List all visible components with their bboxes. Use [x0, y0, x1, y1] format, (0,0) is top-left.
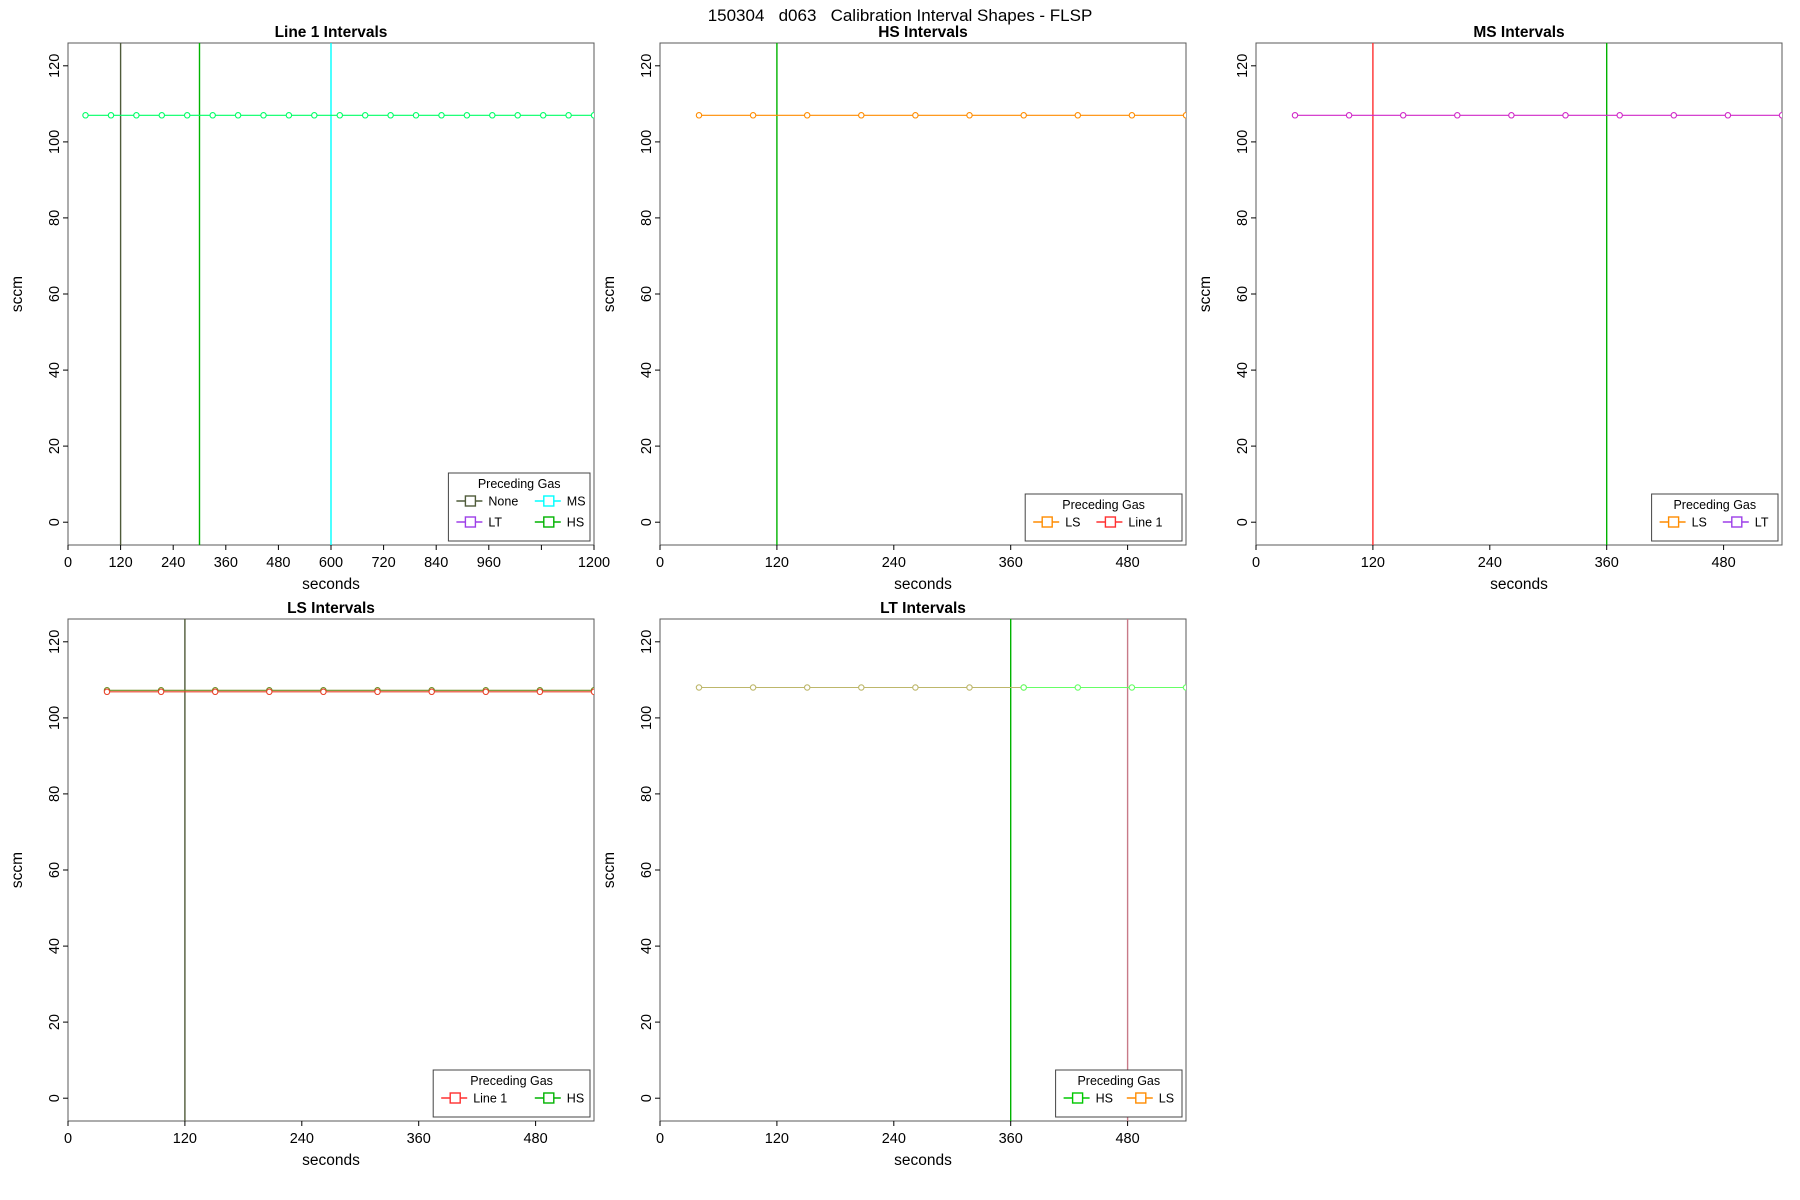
svg-text:100: 100 [1235, 130, 1251, 154]
svg-text:360: 360 [407, 1131, 431, 1147]
svg-text:100: 100 [639, 706, 655, 730]
svg-text:MS: MS [567, 495, 586, 509]
svg-text:MS Intervals: MS Intervals [1473, 24, 1564, 41]
svg-text:120: 120 [765, 555, 789, 571]
svg-text:120: 120 [173, 1131, 197, 1147]
svg-text:480: 480 [523, 1131, 547, 1147]
svg-text:60: 60 [47, 286, 63, 302]
svg-text:0: 0 [64, 555, 72, 571]
svg-text:HS: HS [567, 516, 584, 530]
svg-text:Line 1: Line 1 [1128, 516, 1162, 530]
svg-text:120: 120 [765, 1131, 789, 1147]
svg-text:360: 360 [999, 555, 1023, 571]
svg-text:Preceding Gas: Preceding Gas [478, 477, 561, 491]
svg-text:20: 20 [1235, 438, 1251, 454]
svg-text:960: 960 [477, 555, 501, 571]
svg-text:sccm: sccm [601, 276, 618, 312]
svg-text:LS: LS [1692, 516, 1707, 530]
svg-text:360: 360 [214, 555, 238, 571]
svg-text:80: 80 [47, 210, 63, 226]
svg-text:40: 40 [47, 362, 63, 378]
svg-text:60: 60 [639, 286, 655, 302]
svg-text:LT: LT [488, 516, 502, 530]
svg-text:LT Intervals: LT Intervals [880, 600, 966, 617]
svg-text:40: 40 [1235, 362, 1251, 378]
svg-text:Preceding Gas: Preceding Gas [1673, 498, 1756, 512]
svg-text:LT: LT [1755, 516, 1769, 530]
svg-text:600: 600 [319, 555, 343, 571]
svg-text:LS Intervals: LS Intervals [287, 600, 375, 617]
svg-text:LS: LS [1159, 1092, 1174, 1106]
svg-text:seconds: seconds [302, 1152, 360, 1169]
svg-text:0: 0 [47, 518, 63, 526]
svg-text:seconds: seconds [1490, 576, 1548, 593]
svg-text:120: 120 [1361, 555, 1385, 571]
svg-text:480: 480 [266, 555, 290, 571]
svg-text:480: 480 [1115, 555, 1139, 571]
svg-text:seconds: seconds [894, 576, 952, 593]
svg-text:100: 100 [47, 706, 63, 730]
svg-text:120: 120 [639, 630, 655, 654]
svg-text:Preceding Gas: Preceding Gas [1062, 498, 1145, 512]
svg-text:60: 60 [47, 862, 63, 878]
svg-text:20: 20 [47, 438, 63, 454]
svg-text:360: 360 [999, 1131, 1023, 1147]
svg-text:0: 0 [656, 1131, 664, 1147]
svg-text:240: 240 [882, 555, 906, 571]
svg-text:sccm: sccm [601, 852, 618, 888]
svg-text:240: 240 [882, 1131, 906, 1147]
svg-text:100: 100 [639, 130, 655, 154]
svg-text:40: 40 [639, 938, 655, 954]
svg-text:Line 1: Line 1 [473, 1092, 507, 1106]
svg-text:40: 40 [47, 938, 63, 954]
svg-text:0: 0 [64, 1131, 72, 1147]
svg-text:480: 480 [1711, 555, 1735, 571]
svg-text:60: 60 [639, 862, 655, 878]
svg-text:0: 0 [639, 518, 655, 526]
svg-text:sccm: sccm [1197, 276, 1214, 312]
svg-text:480: 480 [1115, 1131, 1139, 1147]
svg-text:HS: HS [567, 1092, 584, 1106]
svg-text:120: 120 [108, 555, 132, 571]
svg-text:120: 120 [47, 630, 63, 654]
svg-text:80: 80 [639, 786, 655, 802]
svg-text:120: 120 [639, 54, 655, 78]
svg-text:None: None [488, 495, 518, 509]
svg-text:seconds: seconds [302, 576, 360, 593]
svg-text:360: 360 [1595, 555, 1619, 571]
svg-text:20: 20 [639, 438, 655, 454]
svg-text:1200: 1200 [578, 555, 610, 571]
svg-text:0: 0 [639, 1094, 655, 1102]
svg-text:0: 0 [656, 555, 664, 571]
svg-text:HS Intervals: HS Intervals [878, 24, 968, 41]
svg-text:Preceding Gas: Preceding Gas [470, 1074, 553, 1088]
svg-text:40: 40 [639, 362, 655, 378]
svg-text:sccm: sccm [9, 276, 26, 312]
svg-text:HS: HS [1096, 1092, 1113, 1106]
svg-text:840: 840 [424, 555, 448, 571]
svg-text:100: 100 [47, 130, 63, 154]
svg-text:80: 80 [1235, 210, 1251, 226]
svg-text:80: 80 [47, 786, 63, 802]
svg-text:120: 120 [47, 54, 63, 78]
svg-text:Preceding Gas: Preceding Gas [1077, 1074, 1160, 1088]
svg-text:120: 120 [1235, 54, 1251, 78]
svg-text:80: 80 [639, 210, 655, 226]
svg-text:LS: LS [1065, 516, 1080, 530]
svg-text:seconds: seconds [894, 1152, 952, 1169]
svg-text:sccm: sccm [9, 852, 26, 888]
svg-text:0: 0 [1235, 518, 1251, 526]
svg-text:240: 240 [161, 555, 185, 571]
svg-text:60: 60 [1235, 286, 1251, 302]
svg-text:0: 0 [1252, 555, 1260, 571]
svg-text:Line 1 Intervals: Line 1 Intervals [275, 24, 388, 41]
svg-text:720: 720 [371, 555, 395, 571]
svg-text:240: 240 [1478, 555, 1502, 571]
svg-text:20: 20 [47, 1014, 63, 1030]
svg-text:0: 0 [47, 1094, 63, 1102]
svg-text:20: 20 [639, 1014, 655, 1030]
svg-text:240: 240 [290, 1131, 314, 1147]
